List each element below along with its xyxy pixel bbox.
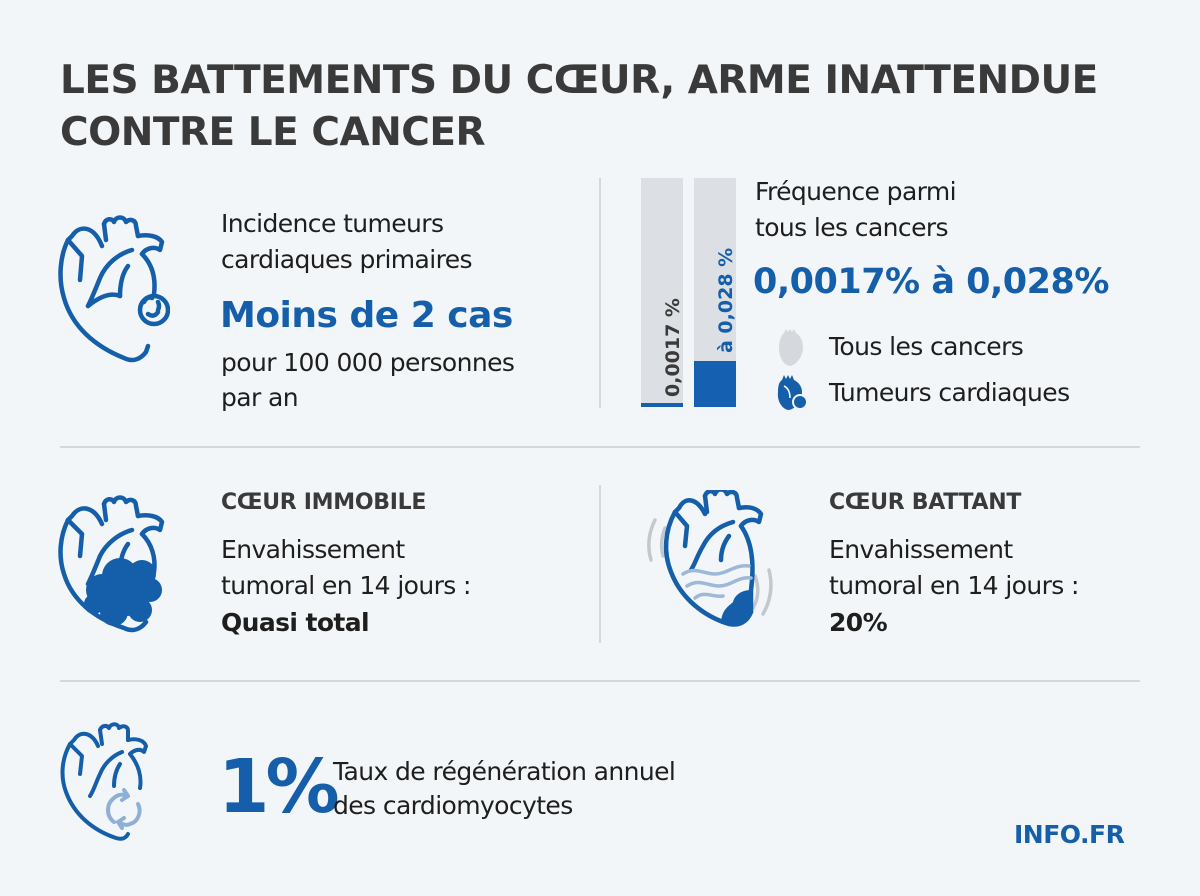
bar-cardiac-tumors: à 0,028 % (694, 178, 736, 407)
beating-heart-value: 20% (829, 608, 888, 637)
brand-logo: INFO.FR (1014, 820, 1125, 849)
legend-label-all-cancers: Tous les cancers (829, 332, 1024, 361)
divider-horizontal-1 (60, 446, 1140, 448)
divider-horizontal-2 (60, 680, 1140, 682)
heart-with-tumor-icon (58, 206, 170, 374)
blue-heart-tumor-icon (776, 372, 808, 412)
incidence-detail-line1: pour 100 000 personnes (221, 348, 515, 377)
page-title: LES BATTEMENTS DU CŒUR, ARME INATTENDUE … (60, 58, 1098, 155)
beating-heart-heading: CŒUR BATTANT (829, 490, 1022, 515)
divider-vertical-middle (599, 485, 601, 643)
bar-all-cancers: 0,0017 % (641, 178, 683, 407)
beating-heart-icon (643, 490, 783, 640)
frequency-value: 0,0017% à 0,028% (753, 262, 1109, 302)
bar-label: à 0,028 % (715, 247, 736, 353)
grey-heart-icon (778, 327, 804, 367)
still-heart-heading: CŒUR IMMOBILE (221, 490, 427, 515)
divider-vertical-top (599, 178, 601, 408)
incidence-label-line1: Incidence tumeurs (221, 209, 444, 238)
still-heart-line2: tumoral en 14 jours : (221, 571, 471, 600)
incidence-detail-line2: par an (221, 383, 299, 412)
beating-heart-line1: Envahissement (829, 535, 1013, 564)
legend-label-cardiac-tumors: Tumeurs cardiaques (829, 378, 1070, 407)
regeneration-value: 1% (218, 744, 340, 830)
still-heart-line1: Envahissement (221, 535, 405, 564)
bar-fill (641, 403, 683, 407)
incidence-label-line2: cardiaques primaires (221, 245, 473, 274)
incidence-value: Moins de 2 cas (220, 295, 513, 336)
frequency-label-line1: Fréquence parmi (755, 177, 957, 206)
frequency-label-line2: tous les cancers (755, 213, 949, 242)
regeneration-line2: des cardiomyocytes (333, 791, 573, 820)
heart-refresh-icon (60, 720, 160, 850)
bar-label: 0,0017 % (662, 298, 683, 397)
beating-heart-line2: tumoral en 14 jours : (829, 571, 1079, 600)
heart-filled-tumor-icon (58, 490, 170, 640)
still-heart-value: Quasi total (221, 608, 370, 637)
regeneration-line1: Taux de régénération annuel (333, 757, 676, 786)
bar-fill (694, 361, 736, 407)
